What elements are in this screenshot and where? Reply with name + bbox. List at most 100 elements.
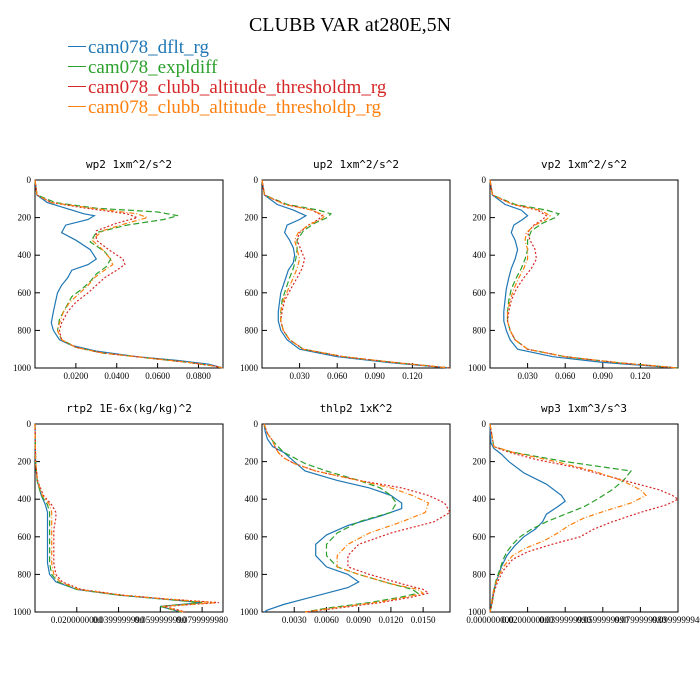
series-line-cam078_clubb_altitude_thresholdp_rg (489, 423, 648, 613)
series-line-cam078_expldiff (261, 179, 451, 369)
series-line-cam078_clubb_altitude_thresholdm_rg (489, 179, 679, 369)
x-tick-label: 0.0200 (63, 371, 88, 381)
y-tick-label: 800 (245, 325, 259, 335)
x-tick-label: 0.0200000000 (502, 615, 554, 625)
y-tick-label: 0 (254, 419, 259, 429)
x-tick-label: 0.0030 (282, 615, 307, 625)
y-tick-label: 0 (482, 419, 487, 429)
y-tick-label: 800 (18, 569, 32, 579)
x-tick-label: 0.0800 (186, 371, 211, 381)
y-tick-label: 0 (482, 175, 487, 185)
y-tick-label: 1000 (468, 607, 487, 617)
y-tick-label: 0 (27, 175, 32, 185)
y-tick-label: 0 (254, 175, 259, 185)
y-tick-label: 1000 (13, 607, 32, 617)
y-tick-label: 800 (473, 569, 487, 579)
y-tick-label: 600 (245, 532, 259, 542)
y-tick-label: 600 (245, 288, 259, 298)
legend-swatch (68, 66, 86, 68)
series-line-cam078_clubb_altitude_thresholdp_rg (261, 179, 451, 369)
x-tick-label: 0.030 (289, 371, 310, 381)
legend-item: cam078_dflt_rg (68, 38, 386, 58)
x-tick-label: 0.0200000000 (51, 615, 103, 625)
y-tick-label: 1000 (468, 363, 487, 373)
y-tick-label: 400 (473, 250, 487, 260)
y-tick-label: 400 (245, 494, 259, 504)
x-tick-label: 0.0120 (379, 615, 404, 625)
y-tick-label: 800 (473, 325, 487, 335)
x-tick-label: 0.060 (555, 371, 576, 381)
x-tick-label: 0.0799999980 (615, 615, 667, 625)
y-tick-label: 200 (473, 457, 487, 467)
x-tick-label: 0.0599999990 (134, 615, 186, 625)
y-tick-label: 0 (27, 419, 32, 429)
y-tick-label: 400 (18, 250, 32, 260)
x-tick-label: 0.0600 (145, 371, 170, 381)
x-tick-label: 0.0399999990 (539, 615, 591, 625)
y-tick-label: 600 (18, 288, 32, 298)
x-tick-label: 0.0999999940 (652, 615, 700, 625)
series-line-cam078_dflt_rg (263, 423, 403, 613)
plot-frame (261, 179, 451, 369)
y-tick-label: 1000 (240, 607, 259, 617)
x-tick-label: 0.0399999990 (93, 615, 145, 625)
series-line-cam078_clubb_altitude_thresholdp_rg (263, 423, 430, 613)
series-line-cam078_dflt_rg (34, 179, 224, 369)
legend-label: cam078_dflt_rg (88, 37, 210, 58)
legend: cam078_dflt_rg cam078_expldiff cam078_cl… (68, 38, 386, 118)
plot-frame (261, 423, 451, 613)
legend-item: cam078_expldiff (68, 58, 386, 78)
y-tick-label: 800 (18, 325, 32, 335)
series-line-cam078_clubb_altitude_thresholdp_rg (34, 423, 215, 613)
panel-title: wp2 1xm^2/s^2 (86, 158, 172, 171)
legend-item: cam078_clubb_altitude_thresholdm_rg (68, 78, 386, 98)
series-line-cam078_clubb_altitude_thresholdm_rg (263, 423, 451, 613)
x-tick-label: 0.000000000 (466, 615, 514, 625)
panel-title: vp2 1xm^2/s^2 (541, 158, 627, 171)
legend-item: cam078_clubb_altitude_thresholdp_rg (68, 98, 386, 118)
x-tick-label: 0.090 (593, 371, 614, 381)
series-line-cam078_dflt_rg (261, 179, 451, 369)
y-tick-label: 800 (245, 569, 259, 579)
series-line-cam078_clubb_altitude_thresholdm_rg (34, 179, 224, 369)
y-tick-label: 200 (473, 213, 487, 223)
series-line-cam078_clubb_altitude_thresholdp_rg (489, 179, 679, 369)
y-tick-label: 200 (245, 213, 259, 223)
panel-title: rtp2 1E-6x(kg/kg)^2 (66, 402, 192, 415)
y-tick-label: 600 (473, 288, 487, 298)
series-line-cam078_dflt_rg (489, 179, 679, 369)
figure-title: CLUBB VAR at280E,5N (248, 14, 452, 36)
plot-frame (34, 179, 224, 369)
series-line-cam078_expldiff (489, 179, 679, 369)
x-tick-label: 0.0060 (314, 615, 339, 625)
panel-title: up2 1xm^2/s^2 (313, 158, 399, 171)
y-tick-label: 200 (245, 457, 259, 467)
panel-title: thlp2 1xK^2 (320, 402, 393, 415)
y-tick-label: 400 (18, 494, 32, 504)
y-tick-label: 400 (473, 494, 487, 504)
x-tick-label: 0.0799999980 (176, 615, 228, 625)
legend-swatch (68, 86, 86, 88)
x-tick-label: 0.0150 (411, 615, 436, 625)
legend-swatch (68, 106, 86, 108)
series-line-cam078_dflt_rg (489, 423, 567, 613)
series-line-cam078_expldiff (34, 423, 203, 613)
y-tick-label: 1000 (13, 363, 32, 373)
legend-label: cam078_clubb_altitude_thresholdp_rg (88, 97, 382, 118)
series-line-cam078_clubb_altitude_thresholdp_rg (34, 179, 224, 369)
legend-label: cam078_clubb_altitude_thresholdm_rg (88, 77, 387, 98)
series-line-cam078_expldiff (489, 423, 633, 613)
y-tick-label: 200 (18, 213, 32, 223)
legend-label: cam078_expldiff (88, 57, 218, 78)
series-line-cam078_expldiff (34, 179, 224, 369)
series-line-cam078_expldiff (263, 423, 420, 613)
plot-frame (34, 423, 224, 613)
plot-frame (489, 423, 679, 613)
x-tick-label: 0.060 (327, 371, 348, 381)
series-line-cam078_clubb_altitude_thresholdm_rg (261, 179, 451, 369)
y-tick-label: 600 (18, 532, 32, 542)
series-line-cam078_clubb_altitude_thresholdm_rg (489, 423, 680, 613)
x-tick-label: 0.0400 (104, 371, 129, 381)
x-tick-label: 0.0599999990 (577, 615, 629, 625)
